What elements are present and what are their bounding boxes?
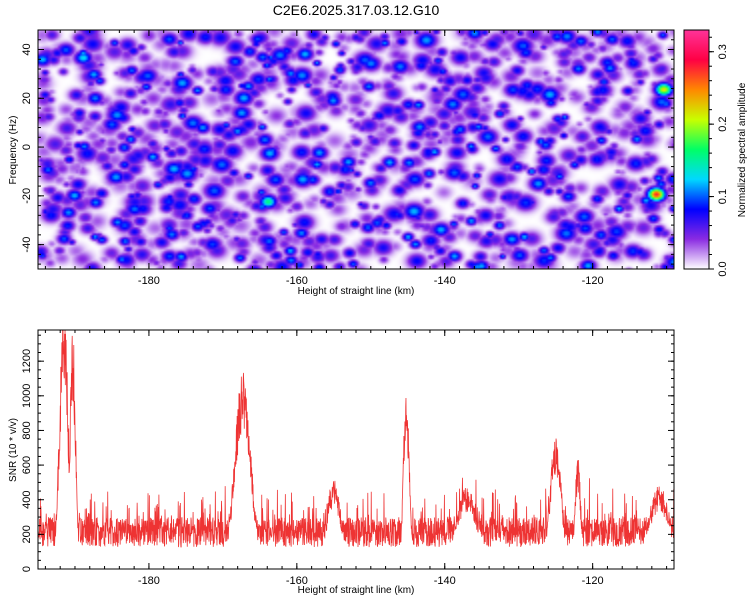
heatmap-x-ticks: -180 -160 -140 -120 — [44, 30, 668, 287]
y-tick-label: 1000 — [21, 384, 33, 408]
y-tick-label: 40 — [21, 43, 33, 55]
colorbar-tick-label: 0.2 — [717, 117, 729, 132]
colorbar-ticks: 0.0 0.1 0.2 0.3 — [709, 36, 729, 277]
y-tick-label: 20 — [21, 92, 33, 104]
y-tick-label: 600 — [21, 456, 33, 474]
x-tick-label: -160 — [286, 575, 308, 587]
y-tick-label: 0 — [21, 144, 33, 150]
colorbar-tick-label: 0.3 — [717, 44, 729, 59]
chart-title: C2E6.2025.317.03.12.G10 — [273, 2, 440, 18]
y-tick-label: 1200 — [21, 349, 33, 373]
heatmap-x-axis-label: Height of straight line (km) — [298, 286, 415, 297]
y-tick-label: -20 — [21, 188, 33, 204]
y-tick-label: 400 — [21, 491, 33, 509]
heatmap-y-axis-label: Frequency (Hz) — [8, 116, 19, 185]
snr-y-axis-label: SNR (10 * v/v) — [8, 418, 19, 482]
colorbar: 0.0 0.1 0.2 0.3 Normalized spectral amplitu… — [683, 29, 748, 277]
colorbar-label: Normalized spectral amplitude — [737, 82, 748, 217]
colorbar-tick-label: 0.1 — [717, 189, 729, 204]
snr-panel: -180 -160 -140 -120 0 200 400 600 800 1000 1200 H… — [8, 329, 675, 596]
x-tick-label: -180 — [138, 275, 160, 287]
x-tick-label: -120 — [582, 275, 604, 287]
colorbar-tick-label: 0.0 — [717, 261, 729, 276]
x-tick-label: -140 — [434, 575, 456, 587]
snr-y-ticks: 0 200 400 600 800 1000 1200 — [21, 334, 674, 572]
snr-x-ticks: -180 -160 -140 -120 — [44, 330, 668, 587]
x-tick-label: -180 — [138, 575, 160, 587]
heatmap-image — [38, 30, 674, 269]
x-tick-label: -140 — [434, 275, 456, 287]
snr-series-line — [38, 330, 674, 548]
y-tick-label: 200 — [21, 525, 33, 543]
x-tick-label: -120 — [582, 575, 604, 587]
x-tick-label: -160 — [286, 275, 308, 287]
snr-x-axis-label: Height of straight line (km) — [298, 585, 415, 596]
y-tick-label: -40 — [21, 237, 33, 253]
colorbar-bar — [683, 29, 710, 270]
y-tick-label: 0 — [21, 566, 33, 572]
y-tick-label: 800 — [21, 421, 33, 439]
heatmap-y-ticks: -40 -20 0 20 40 — [21, 29, 674, 265]
spectrogram-panel: -180 -160 -140 -120 -40 -20 0 20 40 Height of s… — [8, 29, 675, 297]
